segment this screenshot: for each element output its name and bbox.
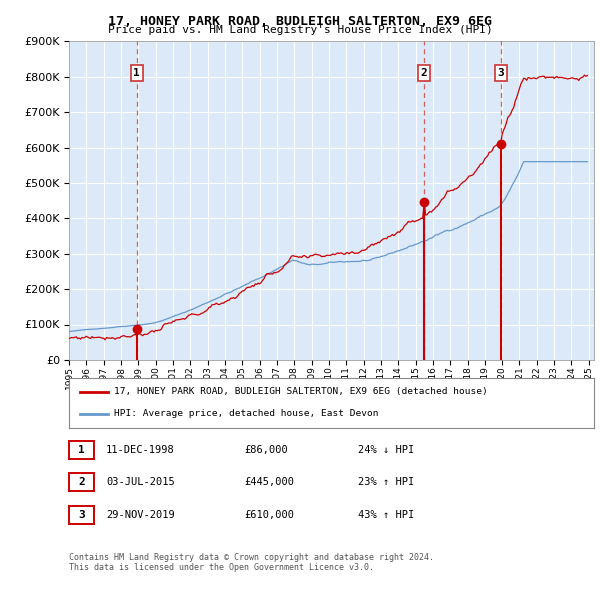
Text: 3: 3 — [497, 68, 504, 78]
Text: 43% ↑ HPI: 43% ↑ HPI — [358, 510, 415, 520]
Text: 24% ↓ HPI: 24% ↓ HPI — [358, 445, 415, 455]
Text: 1: 1 — [78, 445, 85, 455]
Text: 03-JUL-2015: 03-JUL-2015 — [106, 477, 175, 487]
Text: HPI: Average price, detached house, East Devon: HPI: Average price, detached house, East… — [113, 409, 378, 418]
Text: This data is licensed under the Open Government Licence v3.0.: This data is licensed under the Open Gov… — [69, 563, 374, 572]
Text: 2: 2 — [78, 477, 85, 487]
Text: £610,000: £610,000 — [244, 510, 294, 520]
Text: 1: 1 — [133, 68, 140, 78]
Text: 29-NOV-2019: 29-NOV-2019 — [106, 510, 175, 520]
Text: 2: 2 — [421, 68, 428, 78]
Text: 11-DEC-1998: 11-DEC-1998 — [106, 445, 175, 455]
Text: 3: 3 — [78, 510, 85, 520]
Text: Contains HM Land Registry data © Crown copyright and database right 2024.: Contains HM Land Registry data © Crown c… — [69, 553, 434, 562]
Text: £445,000: £445,000 — [244, 477, 294, 487]
Text: 17, HONEY PARK ROAD, BUDLEIGH SALTERTON, EX9 6EG: 17, HONEY PARK ROAD, BUDLEIGH SALTERTON,… — [108, 15, 492, 28]
Text: £86,000: £86,000 — [244, 445, 288, 455]
Text: 17, HONEY PARK ROAD, BUDLEIGH SALTERTON, EX9 6EG (detached house): 17, HONEY PARK ROAD, BUDLEIGH SALTERTON,… — [113, 387, 487, 396]
Text: 23% ↑ HPI: 23% ↑ HPI — [358, 477, 415, 487]
Text: Price paid vs. HM Land Registry's House Price Index (HPI): Price paid vs. HM Land Registry's House … — [107, 25, 493, 35]
